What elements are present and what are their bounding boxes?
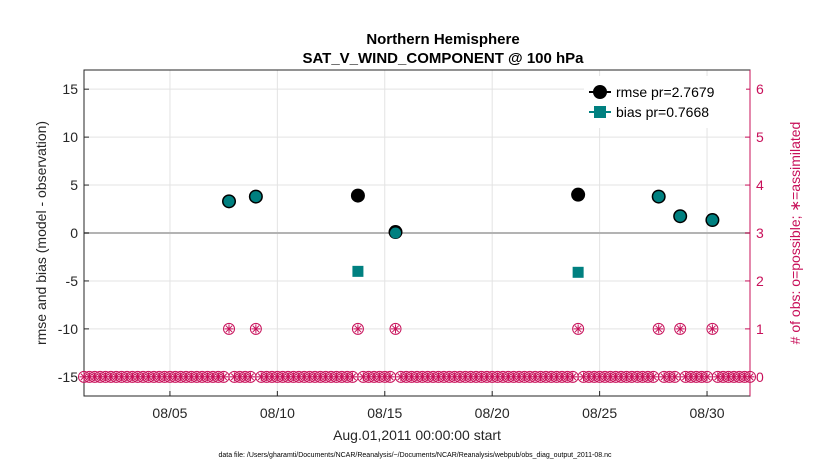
obs-assimilated-stroke bbox=[703, 373, 711, 381]
y2-axis-label: # of obs: o=possible; ∗=assimilated bbox=[787, 122, 803, 345]
axis-ticks: 08/05 08/10 08/15 08/20 08/25 08/30 -15 -10 -5 0 5… bbox=[58, 70, 764, 421]
obs-assimilated-marker bbox=[573, 324, 583, 334]
obs-assimilated-stroke bbox=[220, 373, 228, 381]
obs-possible-marker bbox=[572, 322, 585, 335]
obs-possible-marker bbox=[351, 322, 364, 335]
legend-rmse-label: rmse pr=2.7679 bbox=[616, 84, 715, 100]
obs-possible-marker bbox=[674, 322, 687, 335]
obs-assimilated-stroke bbox=[671, 373, 679, 381]
obs-assimilated-marker bbox=[391, 324, 401, 334]
legend-bias-label: bias pr=0.7668 bbox=[616, 104, 709, 120]
x-axis-label: Aug.01,2011 00:00:00 start bbox=[333, 427, 501, 443]
y-tick-label: 15 bbox=[62, 81, 78, 97]
obs-assimilated-marker bbox=[745, 372, 755, 382]
obs-assimilated-stroke bbox=[349, 373, 357, 381]
obs-assimilated-marker bbox=[348, 372, 358, 382]
obs-assimilated-marker bbox=[675, 324, 685, 334]
obs-assimilated-marker bbox=[654, 324, 664, 334]
x-tick-label: 08/05 bbox=[152, 405, 187, 421]
y-tick-label: -15 bbox=[58, 369, 78, 385]
bias-point bbox=[250, 191, 262, 203]
chart-title: Northern Hemisphere bbox=[366, 31, 519, 48]
obs-assimilated-stroke bbox=[391, 325, 400, 333]
bias-point bbox=[390, 227, 402, 239]
rmse-point bbox=[571, 187, 586, 202]
obs-markers bbox=[78, 322, 756, 383]
y2-tick-label: 2 bbox=[756, 273, 764, 289]
bias-point bbox=[572, 266, 584, 278]
obs-possible-marker bbox=[389, 322, 402, 335]
obs-assimilated-marker bbox=[670, 372, 680, 382]
y-tick-label: 5 bbox=[70, 177, 78, 193]
bias-point bbox=[223, 195, 235, 207]
rmse-point bbox=[350, 188, 365, 203]
obs-possible-marker bbox=[652, 322, 665, 335]
y-axis-label: rmse and bias (model - observation) bbox=[33, 121, 49, 345]
obs-assimilated-stroke bbox=[649, 373, 657, 381]
obs-assimilated-marker bbox=[648, 372, 658, 382]
obs-assimilated-stroke bbox=[252, 325, 260, 333]
bias-point bbox=[352, 265, 364, 277]
obs-possible-marker bbox=[706, 322, 719, 335]
bias-point bbox=[706, 214, 718, 226]
obs-assimilated-marker bbox=[568, 372, 578, 382]
bias-point bbox=[653, 191, 665, 203]
obs-assimilated-marker bbox=[707, 324, 717, 334]
y-tick-label: -5 bbox=[66, 273, 79, 289]
y2-tick-label: 0 bbox=[756, 369, 764, 385]
y2-tick-label: 4 bbox=[756, 177, 764, 193]
obs-assimilated-marker bbox=[702, 372, 712, 382]
obs-assimilated-marker bbox=[385, 372, 395, 382]
obs-assimilated-stroke bbox=[708, 325, 716, 333]
y2-tick-label: 1 bbox=[756, 321, 764, 337]
obs-assimilated-marker bbox=[353, 324, 363, 334]
x-tick-label: 08/10 bbox=[260, 405, 295, 421]
y2-tick-label: 5 bbox=[756, 129, 764, 145]
chart-subtitle: SAT_V_WIND_COMPONENT @ 100 hPa bbox=[302, 50, 584, 67]
obs-assimilated-stroke bbox=[225, 325, 233, 333]
y2-tick-label: 6 bbox=[756, 81, 764, 97]
y2-tick-label: 3 bbox=[756, 225, 764, 241]
y-tick-label: -10 bbox=[58, 321, 78, 337]
obs-assimilated-stroke bbox=[574, 325, 582, 333]
legend-bias-marker bbox=[594, 106, 606, 118]
obs-assimilated-stroke bbox=[386, 373, 394, 381]
legend-box bbox=[584, 76, 746, 128]
obs-assimilated-marker bbox=[224, 324, 234, 334]
x-tick-label: 08/25 bbox=[582, 405, 617, 421]
bias-point bbox=[674, 210, 686, 222]
obs-assimilated-marker bbox=[246, 372, 255, 382]
footnote: data file: /Users/gharamti/Documents/NCA… bbox=[218, 452, 612, 459]
obs-possible-marker bbox=[223, 322, 236, 335]
obs-assimilated-stroke bbox=[569, 373, 577, 381]
legend-rmse-marker bbox=[593, 85, 607, 99]
obs-assimilated-stroke bbox=[246, 373, 255, 381]
obs-assimilated-stroke bbox=[676, 325, 684, 333]
legend: rmse pr=2.7679 bias pr=0.7668 bbox=[584, 76, 746, 128]
obs-assimilated-marker bbox=[219, 372, 229, 382]
obs-possible-marker bbox=[744, 370, 756, 383]
x-tick-label: 08/15 bbox=[367, 405, 402, 421]
obs-assimilated-stroke bbox=[354, 325, 362, 333]
x-tick-label: 08/20 bbox=[475, 405, 510, 421]
obs-possible-marker bbox=[249, 322, 262, 335]
obs-assimilated-stroke bbox=[746, 373, 754, 381]
y-tick-label: 10 bbox=[62, 129, 78, 145]
obs-assimilated-stroke bbox=[655, 325, 663, 333]
y-tick-label: 0 bbox=[70, 225, 78, 241]
data-markers bbox=[222, 187, 720, 278]
x-tick-label: 08/30 bbox=[690, 405, 725, 421]
obs-assimilated-marker bbox=[251, 324, 261, 334]
